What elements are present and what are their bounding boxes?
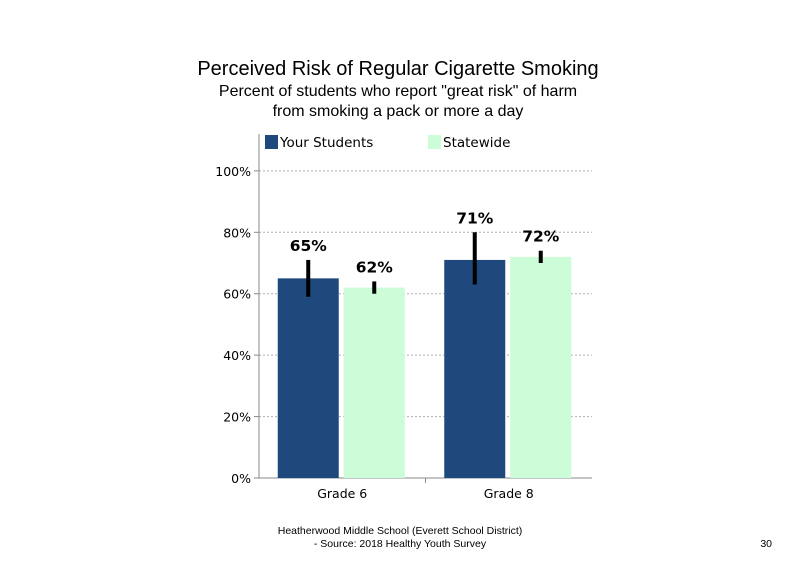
subtitle-line-2: from smoking a pack or more a day	[272, 103, 524, 120]
data-label: 71%	[456, 209, 494, 227]
chart-subtitle: Percent of students who report "great ri…	[0, 82, 796, 122]
y-tick-label: 20%	[223, 410, 251, 425]
bar-statewide	[343, 287, 405, 478]
x-tick-label: Grade 6	[317, 486, 367, 501]
footer-source: Heatherwood Middle School (Everett Schoo…	[200, 525, 600, 551]
bar-your-students	[444, 259, 506, 478]
y-tick-label: 100%	[215, 164, 251, 179]
page-number: 30	[760, 538, 772, 550]
legend-swatch	[265, 135, 278, 149]
legend-label: Your Students	[279, 135, 373, 151]
data-label: 72%	[522, 228, 560, 246]
data-label: 65%	[290, 237, 328, 255]
data-label: 62%	[356, 258, 394, 276]
chart-title: Perceived Risk of Regular Cigarette Smok…	[197, 58, 599, 80]
legend-swatch	[428, 135, 441, 149]
y-tick-label: 40%	[223, 348, 251, 363]
y-tick-label: 60%	[223, 287, 251, 302]
bar-your-students	[277, 278, 339, 478]
legend-label: Statewide	[443, 135, 510, 151]
footer-school: Heatherwood Middle School (Everett Schoo…	[277, 525, 523, 537]
y-tick-label: 80%	[223, 225, 251, 240]
bar-statewide	[510, 256, 572, 478]
x-tick-label: Grade 8	[484, 486, 534, 501]
y-tick-label: 0%	[231, 471, 251, 486]
footer-source-line: - Source: 2018 Healthy Youth Survey	[313, 538, 487, 550]
subtitle-line-1: Percent of students who report "great ri…	[218, 83, 578, 100]
